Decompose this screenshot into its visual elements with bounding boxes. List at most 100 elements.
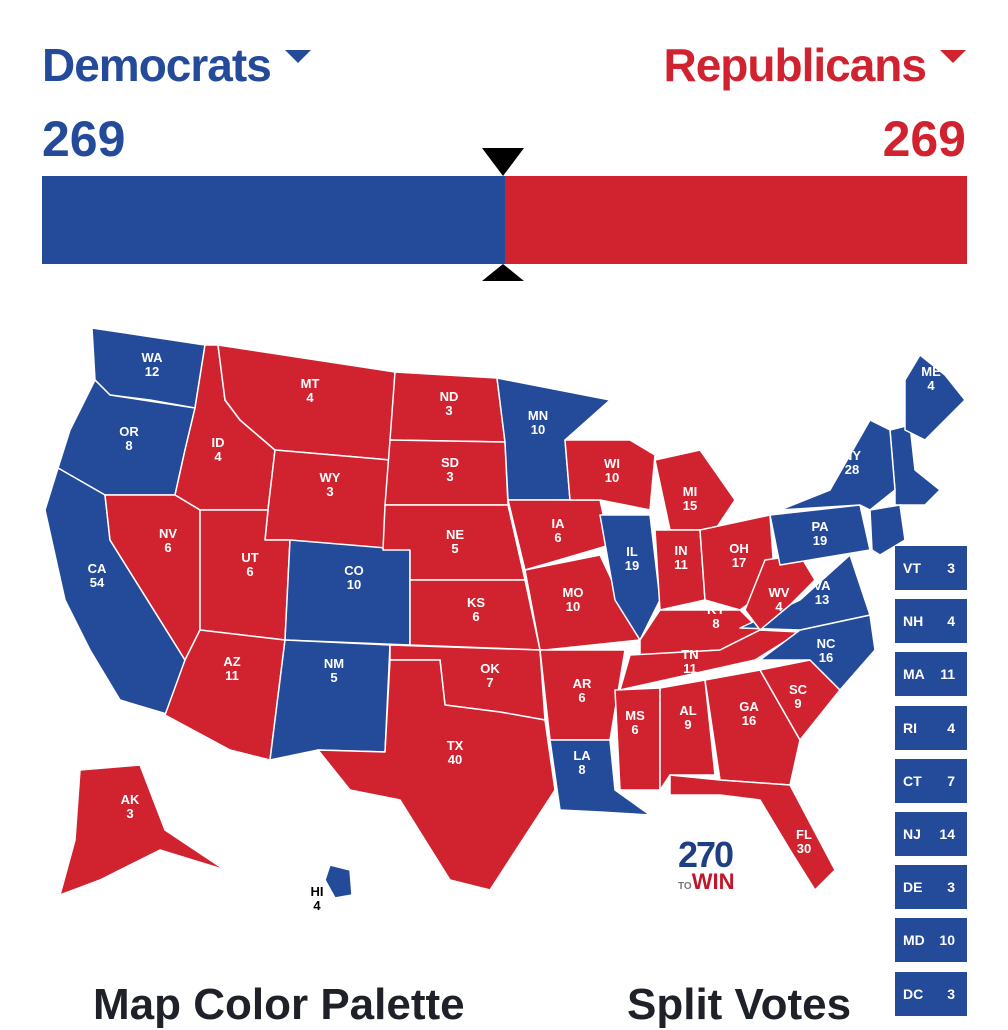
split-votes-heading: Split Votes	[627, 980, 852, 1029]
state-label: UT	[241, 550, 258, 565]
state-label: NM	[324, 656, 344, 671]
state-label: CO	[344, 563, 364, 578]
state-label: MA	[903, 666, 925, 683]
small-state-md[interactable]: MD 10	[895, 918, 967, 963]
democrats-dropdown[interactable]: Democrats	[42, 38, 311, 92]
state-label: MI	[683, 484, 697, 499]
state-pa[interactable]	[769, 504, 871, 566]
state-label: DE	[903, 879, 923, 896]
state-label: HI	[311, 884, 324, 899]
state-votes: 4	[947, 613, 955, 630]
state-label: AL	[679, 703, 696, 718]
state-label: NE	[446, 527, 464, 542]
state-label: KY	[707, 602, 725, 617]
state-votes: 6	[164, 540, 171, 555]
caret-down-icon	[284, 49, 311, 63]
republicans-dropdown[interactable]: Republicans	[663, 38, 966, 92]
state-votes: 11	[683, 661, 697, 676]
state-fl[interactable]	[669, 774, 836, 891]
state-wi[interactable]	[564, 439, 656, 511]
state-votes: 4	[775, 599, 783, 614]
state-votes: 5	[330, 670, 337, 685]
state-votes: 10	[531, 422, 545, 437]
state-votes: 8	[712, 616, 719, 631]
270-marker-top-icon	[482, 148, 524, 176]
state-label: LA	[573, 748, 591, 763]
state-votes: 6	[578, 690, 585, 705]
state-label: CA	[88, 561, 107, 576]
small-state-nh[interactable]: NH 4	[895, 599, 967, 644]
state-ny[interactable]	[779, 419, 896, 511]
state-label: ID	[212, 435, 225, 450]
state-votes: 6	[246, 564, 253, 579]
state-wy[interactable]	[264, 449, 391, 551]
small-state-nj[interactable]: NJ 14	[895, 812, 967, 856]
state-mi[interactable]	[654, 449, 736, 531]
democrats-label: Democrats	[42, 39, 272, 91]
state-votes: 15	[683, 498, 697, 513]
small-state-ri[interactable]: RI 4	[895, 705, 967, 750]
270-marker-bottom-icon	[482, 264, 524, 281]
state-label: DC	[903, 985, 924, 1002]
state-votes: 6	[472, 609, 479, 624]
state-label: NC	[817, 636, 836, 651]
state-votes: 19	[813, 533, 827, 548]
state-votes: 9	[794, 696, 801, 711]
state-votes: 6	[631, 722, 638, 737]
state-il[interactable]	[599, 514, 661, 641]
state-label: TN	[681, 647, 698, 662]
state-label: IA	[552, 516, 566, 531]
state-northeast[interactable]	[869, 504, 906, 556]
state-label: OH	[729, 541, 749, 556]
state-votes: 3	[947, 985, 955, 1002]
state-label: AK	[121, 792, 140, 807]
state-votes: 16	[819, 650, 833, 665]
state-label: WA	[142, 350, 164, 365]
state-votes: 5	[451, 541, 458, 556]
state-votes: 54	[90, 575, 105, 590]
state-la[interactable]	[549, 739, 651, 816]
state-hi[interactable]	[324, 864, 353, 899]
state-label: NV	[159, 526, 177, 541]
state-votes: 6	[554, 530, 561, 545]
270towin-logo: 270 TOWIN	[678, 834, 735, 894]
state-label: MT	[301, 376, 320, 391]
state-votes: 3	[947, 560, 955, 576]
small-state-ma[interactable]: MA 11	[895, 652, 967, 697]
state-label: RI	[903, 719, 917, 736]
republicans-total: 269	[882, 111, 966, 167]
map-color-palette-heading: Map Color Palette	[93, 980, 465, 1029]
state-label: PA	[811, 519, 829, 534]
state-me[interactable]	[904, 354, 966, 441]
small-state-ct[interactable]: CT 7	[895, 758, 967, 803]
state-al[interactable]	[659, 679, 716, 791]
state-label: WV	[769, 585, 790, 600]
republicans-bar-fill	[504, 176, 967, 264]
state-label: OK	[480, 661, 500, 676]
state-votes: 28	[845, 462, 859, 477]
state-mo[interactable]	[524, 554, 641, 651]
state-co[interactable]	[284, 539, 411, 646]
small-state-dc[interactable]: DC 3	[895, 971, 967, 1016]
state-votes: 10	[939, 932, 955, 949]
state-votes: 19	[625, 558, 639, 573]
state-northeast[interactable]	[889, 424, 942, 506]
state-votes: 4	[927, 378, 935, 393]
state-label: KS	[467, 595, 485, 610]
state-votes: 8	[125, 438, 132, 453]
state-ms[interactable]	[614, 687, 661, 791]
state-label: GA	[739, 699, 759, 714]
state-label: NJ	[903, 826, 921, 842]
state-ak[interactable]	[59, 764, 226, 896]
state-label: ND	[440, 389, 459, 404]
state-label: MO	[563, 585, 584, 600]
state-votes: 7	[486, 675, 493, 690]
small-state-de[interactable]: DE 3	[895, 865, 967, 910]
state-tx[interactable]	[317, 659, 556, 891]
state-votes: 13	[815, 592, 829, 607]
state-votes: 30	[797, 841, 811, 856]
state-votes: 3	[947, 879, 955, 896]
state-votes: 4	[214, 449, 222, 464]
state-label: VA	[813, 578, 831, 593]
small-state-vt[interactable]: VT 3	[895, 546, 967, 590]
